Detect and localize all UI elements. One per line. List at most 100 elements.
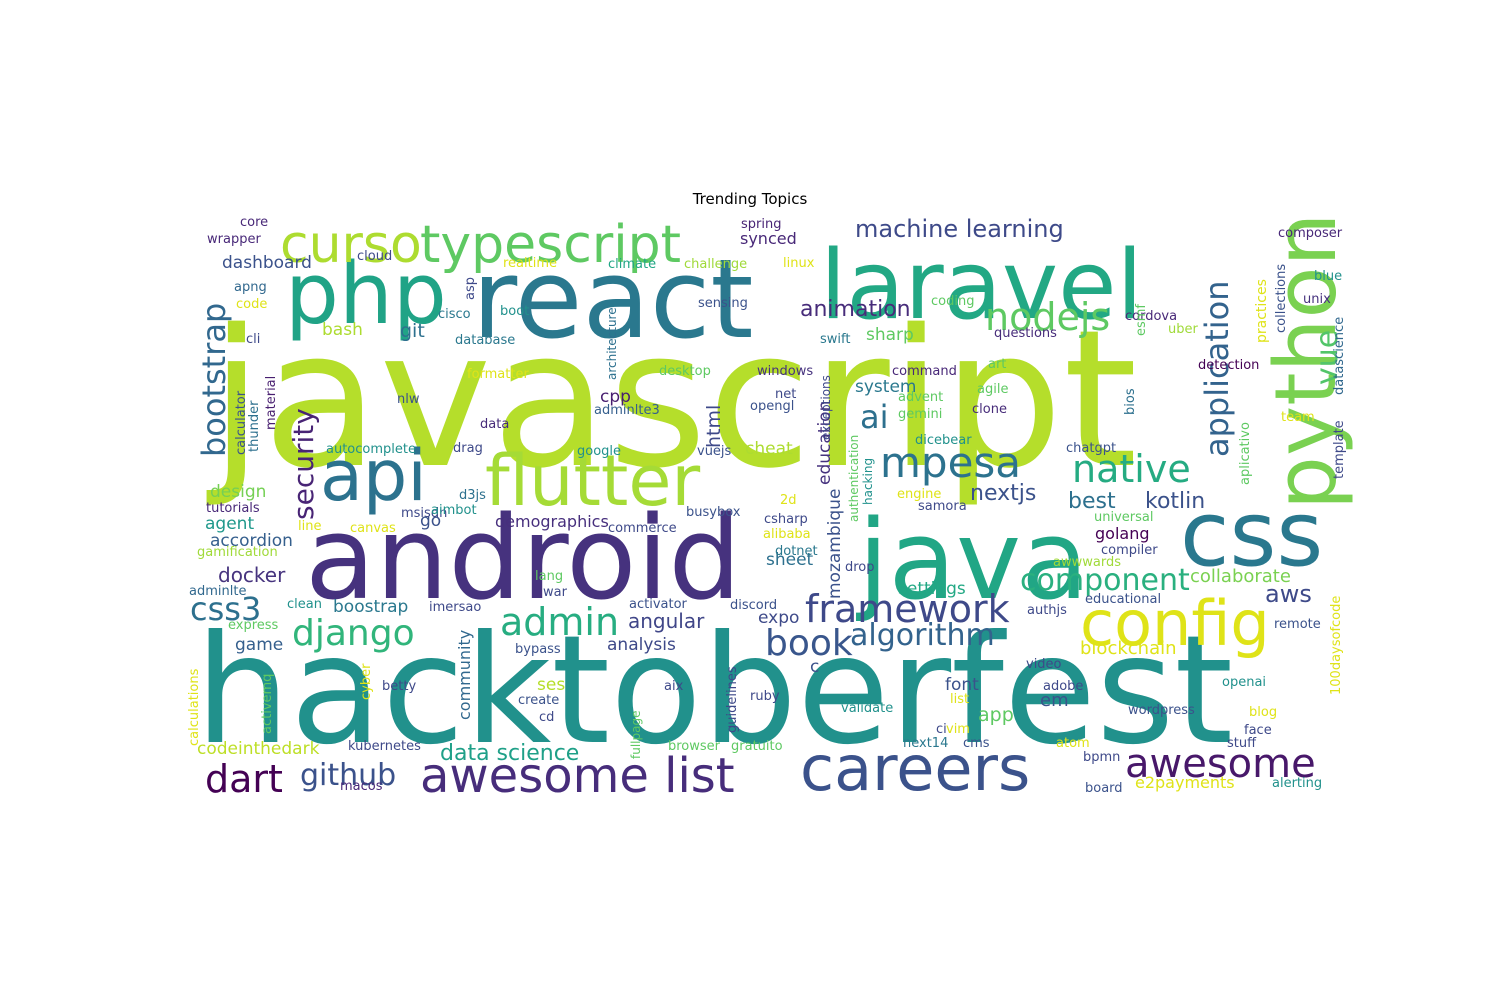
word-bios: bios (1123, 388, 1138, 415)
word-vue: vue (1310, 330, 1345, 385)
word-sharp: sharp (866, 325, 914, 345)
word-ci: ci (936, 722, 947, 737)
word-activator: activator (629, 597, 688, 612)
word-awesome: awesome (1125, 741, 1316, 787)
word-collections: collections (1274, 264, 1289, 333)
word-composer: composer (1278, 226, 1343, 241)
word-drop: drop (845, 560, 875, 575)
word-core: core (240, 215, 268, 230)
word-unix: unix (1303, 292, 1331, 307)
word-aws: aws (1265, 580, 1312, 608)
word-typescript: typescript (420, 215, 681, 275)
word-desktop: desktop (659, 364, 711, 379)
word-app: app (978, 704, 1014, 726)
word-alerting: alerting (1272, 776, 1322, 791)
word-browser: browser (668, 739, 721, 754)
word-wrapper: wrapper (207, 232, 261, 247)
word-config: config (1080, 587, 1270, 660)
word-gratuito: gratuito (731, 739, 783, 754)
word-team: team (1281, 410, 1315, 425)
word-bypass: bypass (515, 642, 561, 657)
word-flutter: flutter (485, 440, 700, 522)
word-cheat: cheat (745, 439, 793, 459)
word-advent: advent (898, 390, 943, 405)
word-demographics: demographics (495, 512, 609, 531)
word-net: net (775, 387, 796, 402)
word-gamification: gamification (197, 545, 278, 560)
word-aimbot: aimbot (431, 503, 477, 518)
word-analysis: analysis (607, 635, 676, 655)
word-stuff: stuff (1227, 736, 1257, 751)
word-adminlte: adminlte (189, 584, 246, 599)
word-dotnet: dotnet (775, 544, 818, 559)
word-material: material (264, 376, 279, 430)
word-challenge: challenge (684, 257, 747, 272)
word-thunder: thunder (247, 400, 262, 452)
word-vuejs: vuejs (697, 444, 732, 459)
word-canvas: canvas (350, 521, 396, 536)
word-vim: vim (946, 722, 970, 737)
word-video: video (1026, 657, 1062, 672)
word-bpmn: bpmn (1083, 750, 1120, 765)
word-machine-learning: machine learning (855, 215, 1064, 243)
word-awesome-list: awesome list (420, 748, 735, 804)
word-engine: engine (897, 487, 941, 502)
word-application: application (1198, 280, 1236, 457)
word-font: font (945, 675, 979, 695)
word-calculations: calculations (187, 668, 202, 746)
word-linux: linux (783, 256, 815, 271)
word-ses: ses (537, 675, 565, 695)
word-laravel: laravel (820, 231, 1143, 341)
word-d3js: d3js (459, 488, 486, 503)
word-samora: samora (918, 499, 967, 514)
word-google: google (577, 444, 621, 459)
word-best: best (1068, 489, 1116, 514)
word-css: css (1180, 482, 1323, 587)
word-discord: discord (730, 598, 777, 613)
word-educational: educational (1085, 592, 1161, 607)
word-list: list (950, 692, 969, 707)
word-mozambique: mozambique (825, 489, 845, 599)
word-animation: animation (800, 297, 911, 322)
word-cordova: cordova (1125, 309, 1177, 324)
word-data: data (480, 417, 509, 432)
word-opengl: opengl (750, 399, 794, 414)
word-git: git (400, 320, 425, 342)
word-awwwards: awwwards (1053, 555, 1121, 570)
word-realtime: realtime (503, 256, 557, 271)
word-gemini: gemini (898, 407, 942, 422)
word-autocomplete: autocomplete (326, 442, 416, 457)
word-cms: cms (963, 736, 990, 751)
word-blockchain: blockchain (1080, 638, 1177, 659)
word-kubernetes: kubernetes (348, 739, 421, 754)
word-compiler: compiler (1101, 543, 1158, 558)
word-collaborate: collaborate (1190, 566, 1291, 587)
word-expo: expo (758, 608, 799, 628)
word-authjs: authjs (1027, 603, 1067, 618)
word-react: react (472, 235, 754, 363)
word-system: system (855, 377, 916, 397)
word-line: line (298, 519, 321, 534)
word-python: python (1257, 213, 1356, 510)
word-formatter: formatter (467, 367, 529, 382)
word-em: em (1040, 690, 1069, 711)
word-war: war (543, 585, 568, 600)
word-openai: openai (1222, 675, 1266, 690)
word-synced: synced (740, 229, 797, 248)
word-security: security (287, 408, 320, 520)
word-boot: boot (500, 304, 529, 319)
word-cli: cli (246, 332, 260, 347)
word-cloud: cloud (357, 249, 392, 264)
word-bash: bash (322, 320, 363, 340)
word-spring: spring (741, 217, 781, 232)
word-agile: agile (977, 382, 1008, 397)
word-ruby: ruby (750, 689, 780, 704)
word-go: go (420, 511, 441, 531)
word-codeinthedark: codeinthedark (197, 739, 320, 759)
word-css3: css3 (190, 590, 261, 628)
word-django: django (292, 613, 415, 654)
word-sensing: sensing (698, 296, 748, 311)
word-cpp: cpp (600, 387, 631, 407)
word-validate: validate (841, 701, 893, 716)
word-cd: cd (539, 710, 554, 725)
